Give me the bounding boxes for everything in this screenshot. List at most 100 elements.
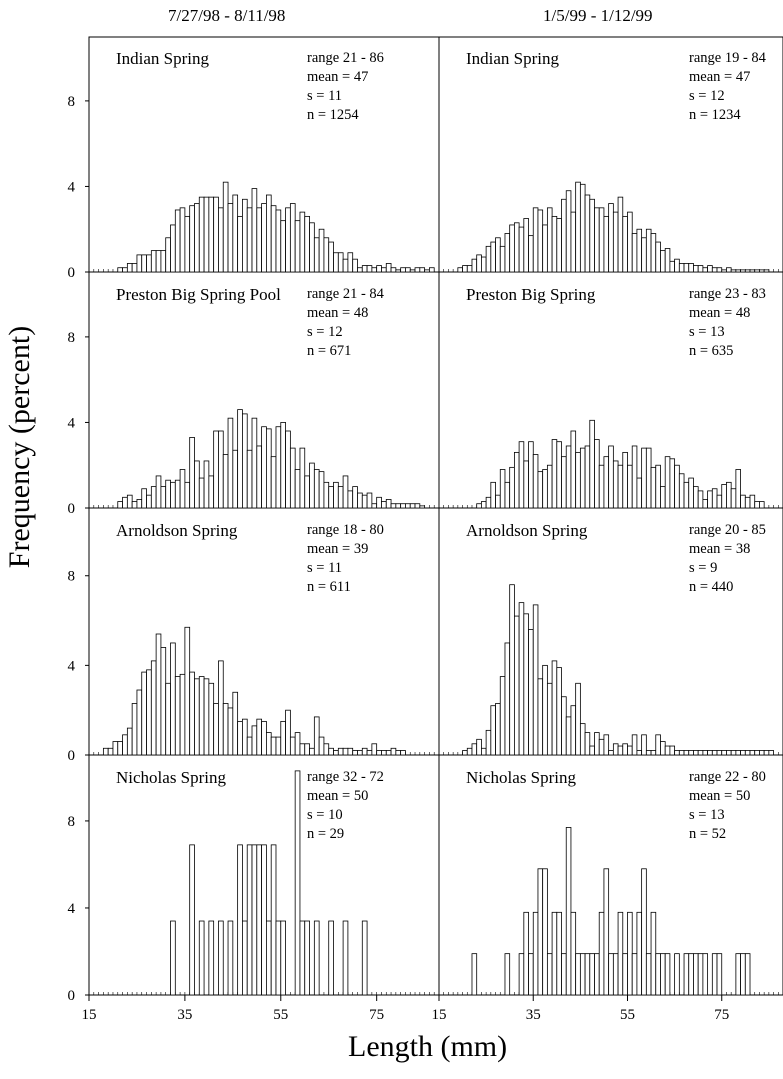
histogram-bar <box>137 499 142 508</box>
histogram-bar <box>147 255 152 272</box>
histogram-bar <box>576 683 581 755</box>
histogram-bar <box>618 912 623 995</box>
panel-stat-line: s = 11 <box>307 88 342 104</box>
histogram-bar <box>759 502 764 508</box>
histogram-bar <box>533 208 538 272</box>
histogram-bar <box>180 470 185 509</box>
histogram-bar <box>252 189 257 272</box>
y-tick-label: 4 <box>68 658 76 674</box>
histogram-bar <box>204 461 209 508</box>
histogram-bar <box>151 661 156 755</box>
histogram-bar <box>127 495 132 508</box>
histogram-bar <box>305 744 310 755</box>
histogram-bar <box>281 921 286 995</box>
histogram-bar <box>477 255 482 272</box>
histogram-bar <box>637 912 642 995</box>
histogram-bar <box>580 724 585 755</box>
histogram-bar <box>381 502 386 508</box>
histogram-bar <box>238 845 243 995</box>
histogram-bar <box>708 491 713 508</box>
histogram-bar <box>627 465 632 508</box>
histogram-bar <box>764 751 769 755</box>
histogram-bar <box>505 234 510 273</box>
histogram-bar <box>228 204 233 272</box>
histogram-bar <box>372 268 377 272</box>
histogram-bar <box>334 482 339 508</box>
x-tick-label: 55 <box>273 1007 288 1023</box>
histogram-bar <box>651 467 656 508</box>
histogram-bar <box>731 489 736 508</box>
histogram-bar <box>472 954 477 995</box>
panel-stat-line: mean = 38 <box>689 541 750 557</box>
histogram-bar <box>209 683 214 755</box>
histogram-bar <box>552 912 557 995</box>
histogram-bar <box>698 266 703 272</box>
histogram-bar <box>486 497 491 508</box>
histogram-bar <box>505 643 510 755</box>
histogram-bar <box>689 478 694 508</box>
histogram-bar <box>585 954 590 995</box>
histogram-bar <box>491 242 496 272</box>
histogram-bar <box>314 717 319 755</box>
histogram-bar <box>214 197 219 272</box>
histogram-bar <box>132 263 137 272</box>
histogram-bar <box>329 921 334 995</box>
histogram-bar <box>684 263 689 272</box>
histogram-bar <box>396 270 401 272</box>
histogram-bar <box>571 912 576 995</box>
histogram-bar <box>257 719 262 755</box>
histogram-bar <box>252 418 257 508</box>
histogram-bar <box>656 954 661 995</box>
histogram-bar <box>533 605 538 755</box>
panel-stat-line: mean = 50 <box>307 788 368 804</box>
histogram-bar <box>262 845 267 995</box>
histogram-bar <box>185 627 190 755</box>
histogram-bar <box>500 677 505 755</box>
histogram-bar <box>334 253 339 272</box>
histogram-bar <box>604 869 609 995</box>
histogram-bar <box>204 679 209 755</box>
histogram-bar <box>238 410 243 508</box>
histogram-bar <box>524 219 529 272</box>
histogram-bar <box>529 954 534 995</box>
histogram-bar <box>613 954 618 995</box>
histogram-bar <box>401 268 406 272</box>
histogram-bar <box>166 683 171 755</box>
histogram-bar <box>300 744 305 755</box>
histogram-bar <box>571 212 576 272</box>
histogram-bar <box>357 493 362 508</box>
histogram-bar <box>199 197 204 272</box>
histogram-bar <box>247 845 252 995</box>
histogram-bar <box>576 452 581 508</box>
histogram-bar <box>609 204 614 272</box>
histogram-bar <box>180 208 185 272</box>
histogram-bar <box>271 845 276 995</box>
histogram-bar <box>585 733 590 755</box>
histogram-bar <box>391 504 396 508</box>
histogram-bar <box>175 210 180 272</box>
histogram-bar <box>576 182 581 272</box>
histogram-bar <box>585 195 590 272</box>
histogram-bar <box>214 431 219 508</box>
histogram-bar <box>712 489 717 508</box>
histogram-bar <box>708 266 713 272</box>
histogram-bar <box>410 270 415 272</box>
histogram-bar <box>660 954 665 995</box>
histogram-bar <box>247 208 252 272</box>
histogram-bar <box>415 504 420 508</box>
histogram-bar <box>420 506 425 508</box>
histogram-bar <box>467 266 472 272</box>
histogram-bar <box>123 497 128 508</box>
histogram-bar <box>566 446 571 508</box>
histogram-bar <box>689 263 694 272</box>
histogram-bar <box>726 268 731 272</box>
histogram-bar <box>604 216 609 272</box>
histogram-bar <box>362 266 367 272</box>
histogram-bar <box>514 616 519 755</box>
histogram-bar <box>722 484 727 508</box>
histogram-bar <box>623 744 628 755</box>
histogram-bar <box>637 229 642 272</box>
panel-site-label: Arnoldson Spring <box>466 521 588 540</box>
histogram-bar <box>533 455 538 508</box>
histogram-bar <box>281 221 286 272</box>
